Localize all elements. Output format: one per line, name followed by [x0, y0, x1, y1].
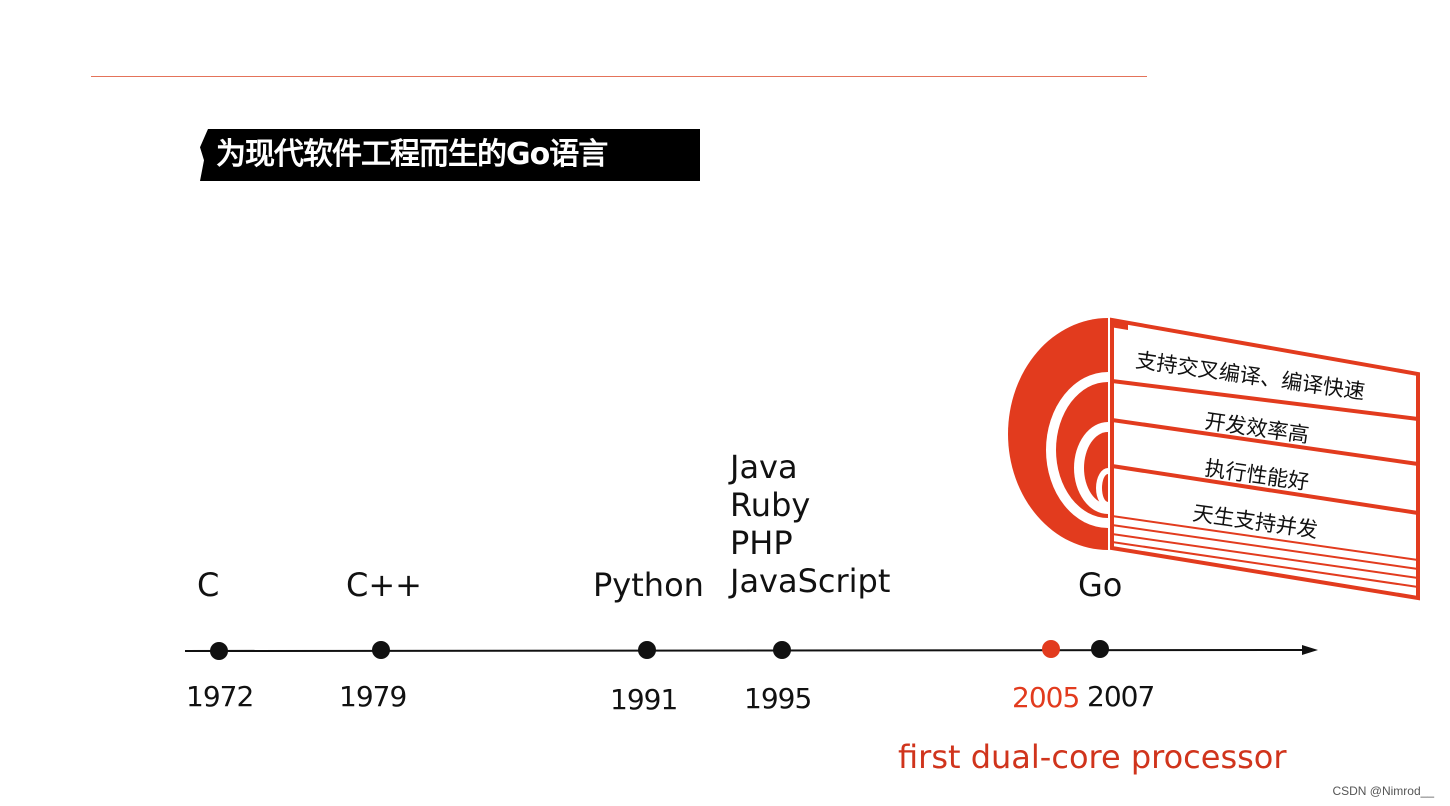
marker-2005	[1042, 640, 1060, 658]
language-label: JavaScript	[730, 562, 891, 600]
language-label: Ruby	[730, 486, 811, 524]
language-label: C++	[346, 566, 422, 604]
year-label: 1991	[610, 683, 678, 716]
language-label: PHP	[730, 524, 793, 562]
year-label: 1979	[339, 680, 407, 713]
language-stack: Java Ruby PHP JavaScript	[730, 448, 890, 600]
feature-divider	[1111, 464, 1419, 515]
go-feature-panel	[1110, 317, 1420, 601]
feature-divider	[1111, 533, 1419, 579]
language-label: Go	[1078, 566, 1123, 604]
language-label: C	[197, 566, 220, 604]
highlight-caption: first dual-core processor	[898, 738, 1287, 776]
marker-2007	[1091, 640, 1109, 658]
feature-divider	[1111, 524, 1419, 570]
feature-divider	[1111, 418, 1419, 466]
year-label-highlight: 2005	[1012, 681, 1080, 714]
language-label: Java	[730, 448, 798, 486]
feature-divider	[1111, 515, 1419, 561]
watermark: CSDN @Nimrod__	[1332, 784, 1434, 798]
marker-1972	[210, 642, 228, 660]
year-label: 1995	[744, 682, 812, 715]
marker-1979	[372, 641, 390, 659]
language-label: Python	[593, 566, 704, 604]
year-label: 1972	[186, 680, 254, 713]
timeline-arrowhead	[1302, 645, 1318, 655]
marker-1995	[773, 641, 791, 659]
feature-divider	[1111, 379, 1419, 421]
marker-1991	[638, 641, 656, 659]
slide-title: 为现代软件工程而生的Go语言	[200, 129, 700, 181]
timeline-axis	[184, 649, 1306, 652]
go-feature-rings	[1008, 318, 1108, 550]
feature-divider	[1111, 541, 1419, 588]
year-label: 2007	[1087, 680, 1155, 713]
top-divider	[91, 76, 1147, 77]
